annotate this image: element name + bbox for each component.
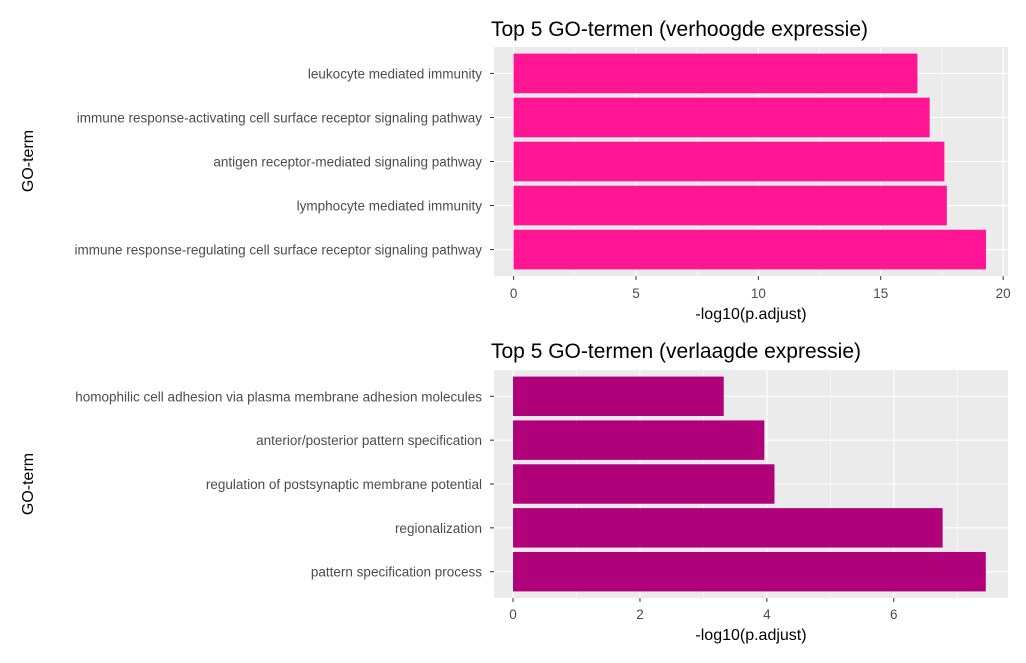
category-label: anterior/posterior pattern specification xyxy=(256,433,482,448)
bar-5 xyxy=(513,229,986,270)
x-tick-label: 5 xyxy=(632,286,640,301)
x-tick-label: 10 xyxy=(751,286,766,301)
x-tick-label: 6 xyxy=(890,607,898,622)
category-label: leukocyte mediated immunity xyxy=(308,66,482,81)
category-label: lymphocyte mediated immunity xyxy=(297,199,483,214)
x-tick-label: 15 xyxy=(873,286,888,301)
bar-1 xyxy=(513,376,724,417)
bar-3 xyxy=(513,141,945,182)
x-tick-label: 0 xyxy=(510,286,518,301)
category-label: immune response-activating cell surface … xyxy=(77,110,482,125)
bar-1 xyxy=(513,53,918,94)
bar-3 xyxy=(513,464,775,504)
bar-2 xyxy=(513,97,930,138)
chart-title: Top 5 GO-termen (verhoogde expressie) xyxy=(491,18,868,41)
category-label: antigen receptor-mediated signaling path… xyxy=(213,155,482,170)
bar-4 xyxy=(513,185,947,226)
category-label: regulation of postsynaptic membrane pote… xyxy=(206,477,482,492)
x-axis-title: -log10(p.adjust) xyxy=(695,627,806,644)
y-axis-title: GO-term xyxy=(20,130,37,192)
bar-5 xyxy=(513,551,986,592)
category-label: homophilic cell adhesion via plasma memb… xyxy=(75,389,482,404)
y-axis-title: GO-term xyxy=(20,453,37,515)
x-tick-label: 2 xyxy=(636,607,644,622)
x-tick-label: 20 xyxy=(996,286,1011,301)
chart-panel-1: Top 5 GO-termen (verhoogde expressie) 0 5 1… xyxy=(20,18,1011,323)
category-label: immune response-regulating cell surface … xyxy=(75,243,483,258)
chart-title: Top 5 GO-termen (verlaagde expressie) xyxy=(491,340,861,363)
bar-4 xyxy=(513,508,943,548)
category-label: regionalization xyxy=(395,521,482,536)
x-tick-label: 0 xyxy=(509,607,517,622)
x-tick-label: 4 xyxy=(763,607,771,622)
category-label: pattern specification process xyxy=(311,565,482,580)
bar-2 xyxy=(513,420,765,460)
chart-panel-2: Top 5 GO-termen (verlaagde expressie) 0 2 4… xyxy=(20,340,1008,644)
x-axis-title: -log10(p.adjust) xyxy=(695,306,806,323)
